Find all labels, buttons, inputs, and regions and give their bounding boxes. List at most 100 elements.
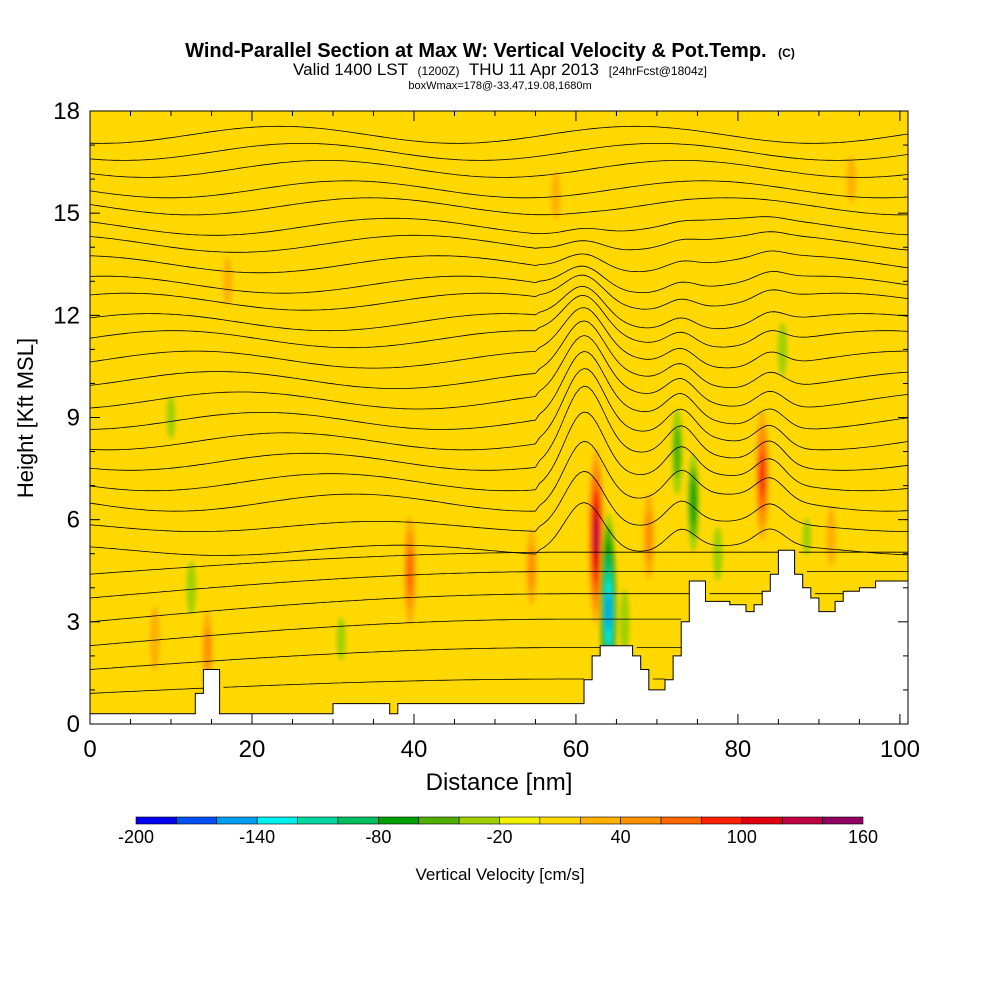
colorbar-swatch [418,816,460,825]
colorbar: -200 -140 -80 -20 40 100 160 [118,816,878,847]
colorbar-swatch [135,816,177,825]
y-axis: 0 3 6 9 12 15 18 [53,98,908,738]
colorbar-tick-label: -80 [365,827,391,847]
velocity-contour [645,510,653,563]
theta-isentrope [90,350,908,430]
velocity-contour [690,481,696,524]
velocity-feature [403,516,417,626]
theta-isentrope [90,571,908,599]
theta-isentrope [90,470,908,532]
y-tick-label: 6 [67,507,80,534]
velocity-feature [643,493,655,581]
theta-isentrope [90,250,908,274]
theta-isentrope [90,368,908,451]
theta-isentrope [90,335,908,410]
velocity-feature [223,257,233,306]
colorbar-swatch [579,816,621,825]
theta-isentrope [90,385,908,471]
theta-isentrope [90,274,908,311]
x-axis-label: Distance [nm] [426,769,573,796]
colorbar-swatch [781,816,823,825]
x-tick-label: 80 [725,736,752,763]
isentropes [90,125,908,694]
subtitle-utc: (1200Z) [417,64,459,78]
velocity-contour [605,591,611,632]
colorbar-swatch [216,816,258,825]
colorbar-swatch [176,816,218,825]
subtitle-forecast: [24hrFcst@1804z] [609,64,707,78]
colorbar-swatch [337,816,379,825]
theta-isentrope [90,593,844,623]
theta-isentrope [90,502,908,556]
colorbar-label: Vertical Velocity [cm/s] [415,865,584,884]
velocity-contour [528,544,535,591]
velocity-contour [593,516,599,557]
theta-isentrope [90,285,908,332]
velocity-feature [619,589,630,655]
colorbar-swatch [620,816,662,825]
chart-title: Wind-Parallel Section at Max W: Vertical… [185,40,795,62]
velocity-contour [223,257,233,306]
velocity-feature [712,526,723,581]
colorbar-swatch [822,816,864,825]
chart-subtitle: Valid 1400 LST (1200Z) THU 11 Apr 2013 [… [293,60,707,79]
theta-isentrope [90,216,908,236]
velocity-feature [846,154,856,204]
theta-isentrope [90,320,908,389]
velocity-contour [186,560,196,615]
colorbar-tick-label: -140 [239,827,275,847]
colorbar-swatch [378,816,420,825]
velocity-contour [673,425,681,478]
y-tick-label: 9 [67,405,80,432]
velocity-contour [166,396,176,439]
x-tick-label: 40 [401,736,428,763]
theta-isentrope [90,440,908,512]
theta-isentrope [90,647,682,670]
velocity-feature [149,606,160,672]
y-axis-label: Height [Kft MSL] [13,338,38,498]
velocity-contour [712,526,723,581]
y-tick-label: 12 [53,302,80,329]
theta-isentrope [90,143,908,161]
velocity-feature [202,611,213,688]
x-axis: 0 20 40 60 80 100 [83,111,920,763]
velocity-feature [166,396,176,439]
theta-isentrope [90,125,908,144]
theta-isentrope [90,307,908,369]
velocity-contour [777,322,788,377]
velocity-contour [759,453,765,498]
y-tick-label: 3 [67,609,80,636]
x-tick-label: 0 [83,736,96,763]
velocity-contour [846,154,856,204]
x-tick-label: 20 [239,736,266,763]
theta-isentrope [90,231,908,253]
colorbar-swatch [741,816,783,825]
theta-isentrope [90,160,908,178]
subtitle-valid: Valid 1400 LST [293,60,408,79]
velocity-feature [186,560,196,615]
chart-title-main: Wind-Parallel Section at Max W: Vertical… [185,40,766,62]
theta-isentrope [90,265,908,294]
velocity-feature [826,506,836,567]
velocity-feature [777,322,788,377]
y-tick-label: 15 [53,200,80,227]
subtitle-date: THU 11 Apr 2013 [469,60,599,79]
x-tick-label: 60 [563,736,590,763]
terrain-mask [90,549,908,724]
colorbar-swatch [458,816,500,825]
chart-title-tag: (C) [778,46,795,60]
theta-isentrope [90,411,908,492]
theta-isentrope [90,618,682,647]
velocity-contour [619,589,630,655]
velocity-feature [526,529,537,606]
velocity-feature [336,617,346,661]
velocity-contour [407,547,413,595]
x-tick-label: 100 [880,736,920,763]
colorbar-tick-label: 40 [611,827,631,847]
theta-isentrope [90,678,665,694]
velocity-feature [671,408,683,496]
colorbar-swatch [297,816,339,825]
colorbar-tick-label: 160 [848,827,878,847]
theta-isentrope [90,197,908,216]
